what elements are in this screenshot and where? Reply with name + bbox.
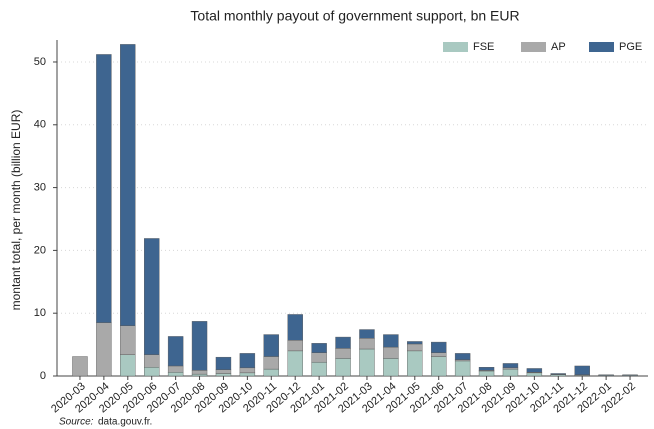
bar-segment — [191, 321, 208, 371]
legend-label: FSE — [473, 41, 494, 53]
bar-segment — [335, 348, 351, 359]
bar-segment — [598, 374, 614, 376]
y-tick-label: 20 — [34, 244, 46, 256]
chart-title: Total monthly payout of government suppo… — [190, 8, 519, 24]
legend-label: AP — [551, 41, 566, 53]
bar-segment — [263, 368, 279, 377]
bar-segment — [144, 238, 160, 355]
bar-segment — [263, 334, 279, 357]
y-tick-label: 0 — [40, 370, 46, 382]
bar-segment — [383, 334, 399, 348]
bar-segment — [311, 352, 327, 363]
bar-segment — [359, 338, 375, 350]
y-axis-label: montant total, per month (billion EUR) — [9, 110, 23, 311]
bar-segment — [550, 373, 566, 375]
bar-segment — [144, 367, 160, 377]
bar-segment — [502, 363, 519, 369]
bar-segment — [622, 374, 638, 376]
bar-segment — [383, 358, 399, 377]
bar-segment — [407, 350, 423, 377]
bar-segment — [239, 367, 256, 374]
bar-segment — [72, 356, 88, 377]
legend-swatch — [521, 42, 546, 52]
bar-segment — [359, 348, 375, 377]
bar-segment — [215, 369, 232, 374]
bar-segment — [191, 373, 208, 377]
bar-segment — [263, 356, 279, 370]
bar-segment — [454, 360, 471, 377]
bar-segment — [478, 367, 495, 371]
bar-segment — [431, 341, 447, 353]
bar-segment — [407, 343, 423, 352]
bar-segment — [359, 329, 375, 339]
legend-label: PGE — [619, 41, 642, 53]
y-tick-label: 30 — [34, 181, 46, 193]
source: data.gouv.fr. — [98, 417, 152, 428]
bar-segment — [215, 373, 232, 377]
bar-segment — [526, 368, 543, 373]
bar-segment — [287, 340, 303, 352]
bar-segment — [96, 322, 112, 377]
y-tick-label: 50 — [34, 56, 46, 68]
legend-swatch — [589, 42, 614, 52]
bar-segment — [383, 346, 399, 359]
bar-segment — [215, 356, 232, 370]
bar-segment — [526, 372, 543, 377]
bar-segment — [335, 358, 351, 377]
bar-segment — [478, 370, 495, 377]
bar-segment — [311, 343, 327, 353]
bar-segment — [287, 314, 303, 341]
bar-segment — [407, 341, 423, 345]
bar-segment — [96, 54, 112, 323]
bar-segment — [239, 353, 256, 369]
bar-segment — [431, 352, 447, 357]
bar-segment — [167, 336, 184, 367]
bar-segment — [120, 354, 136, 377]
legend-swatch — [443, 42, 468, 52]
bar-segment — [574, 365, 590, 375]
bar-segment — [454, 353, 471, 360]
bar-segment — [335, 336, 351, 349]
bar-segment — [191, 370, 208, 375]
y-tick-label: 40 — [34, 119, 46, 131]
bar-segment — [431, 356, 447, 377]
bar-segment — [167, 365, 184, 373]
bar-segment — [287, 350, 303, 377]
bar-segment — [120, 325, 136, 355]
bar-segment — [167, 372, 184, 377]
source-label: Source: — [59, 417, 94, 428]
bar-segment — [144, 354, 160, 368]
bar-segment — [502, 368, 519, 377]
bar-segment — [311, 361, 327, 377]
bar-segment — [120, 44, 136, 326]
bar-segment — [239, 372, 256, 377]
y-tick-label: 10 — [34, 307, 46, 319]
